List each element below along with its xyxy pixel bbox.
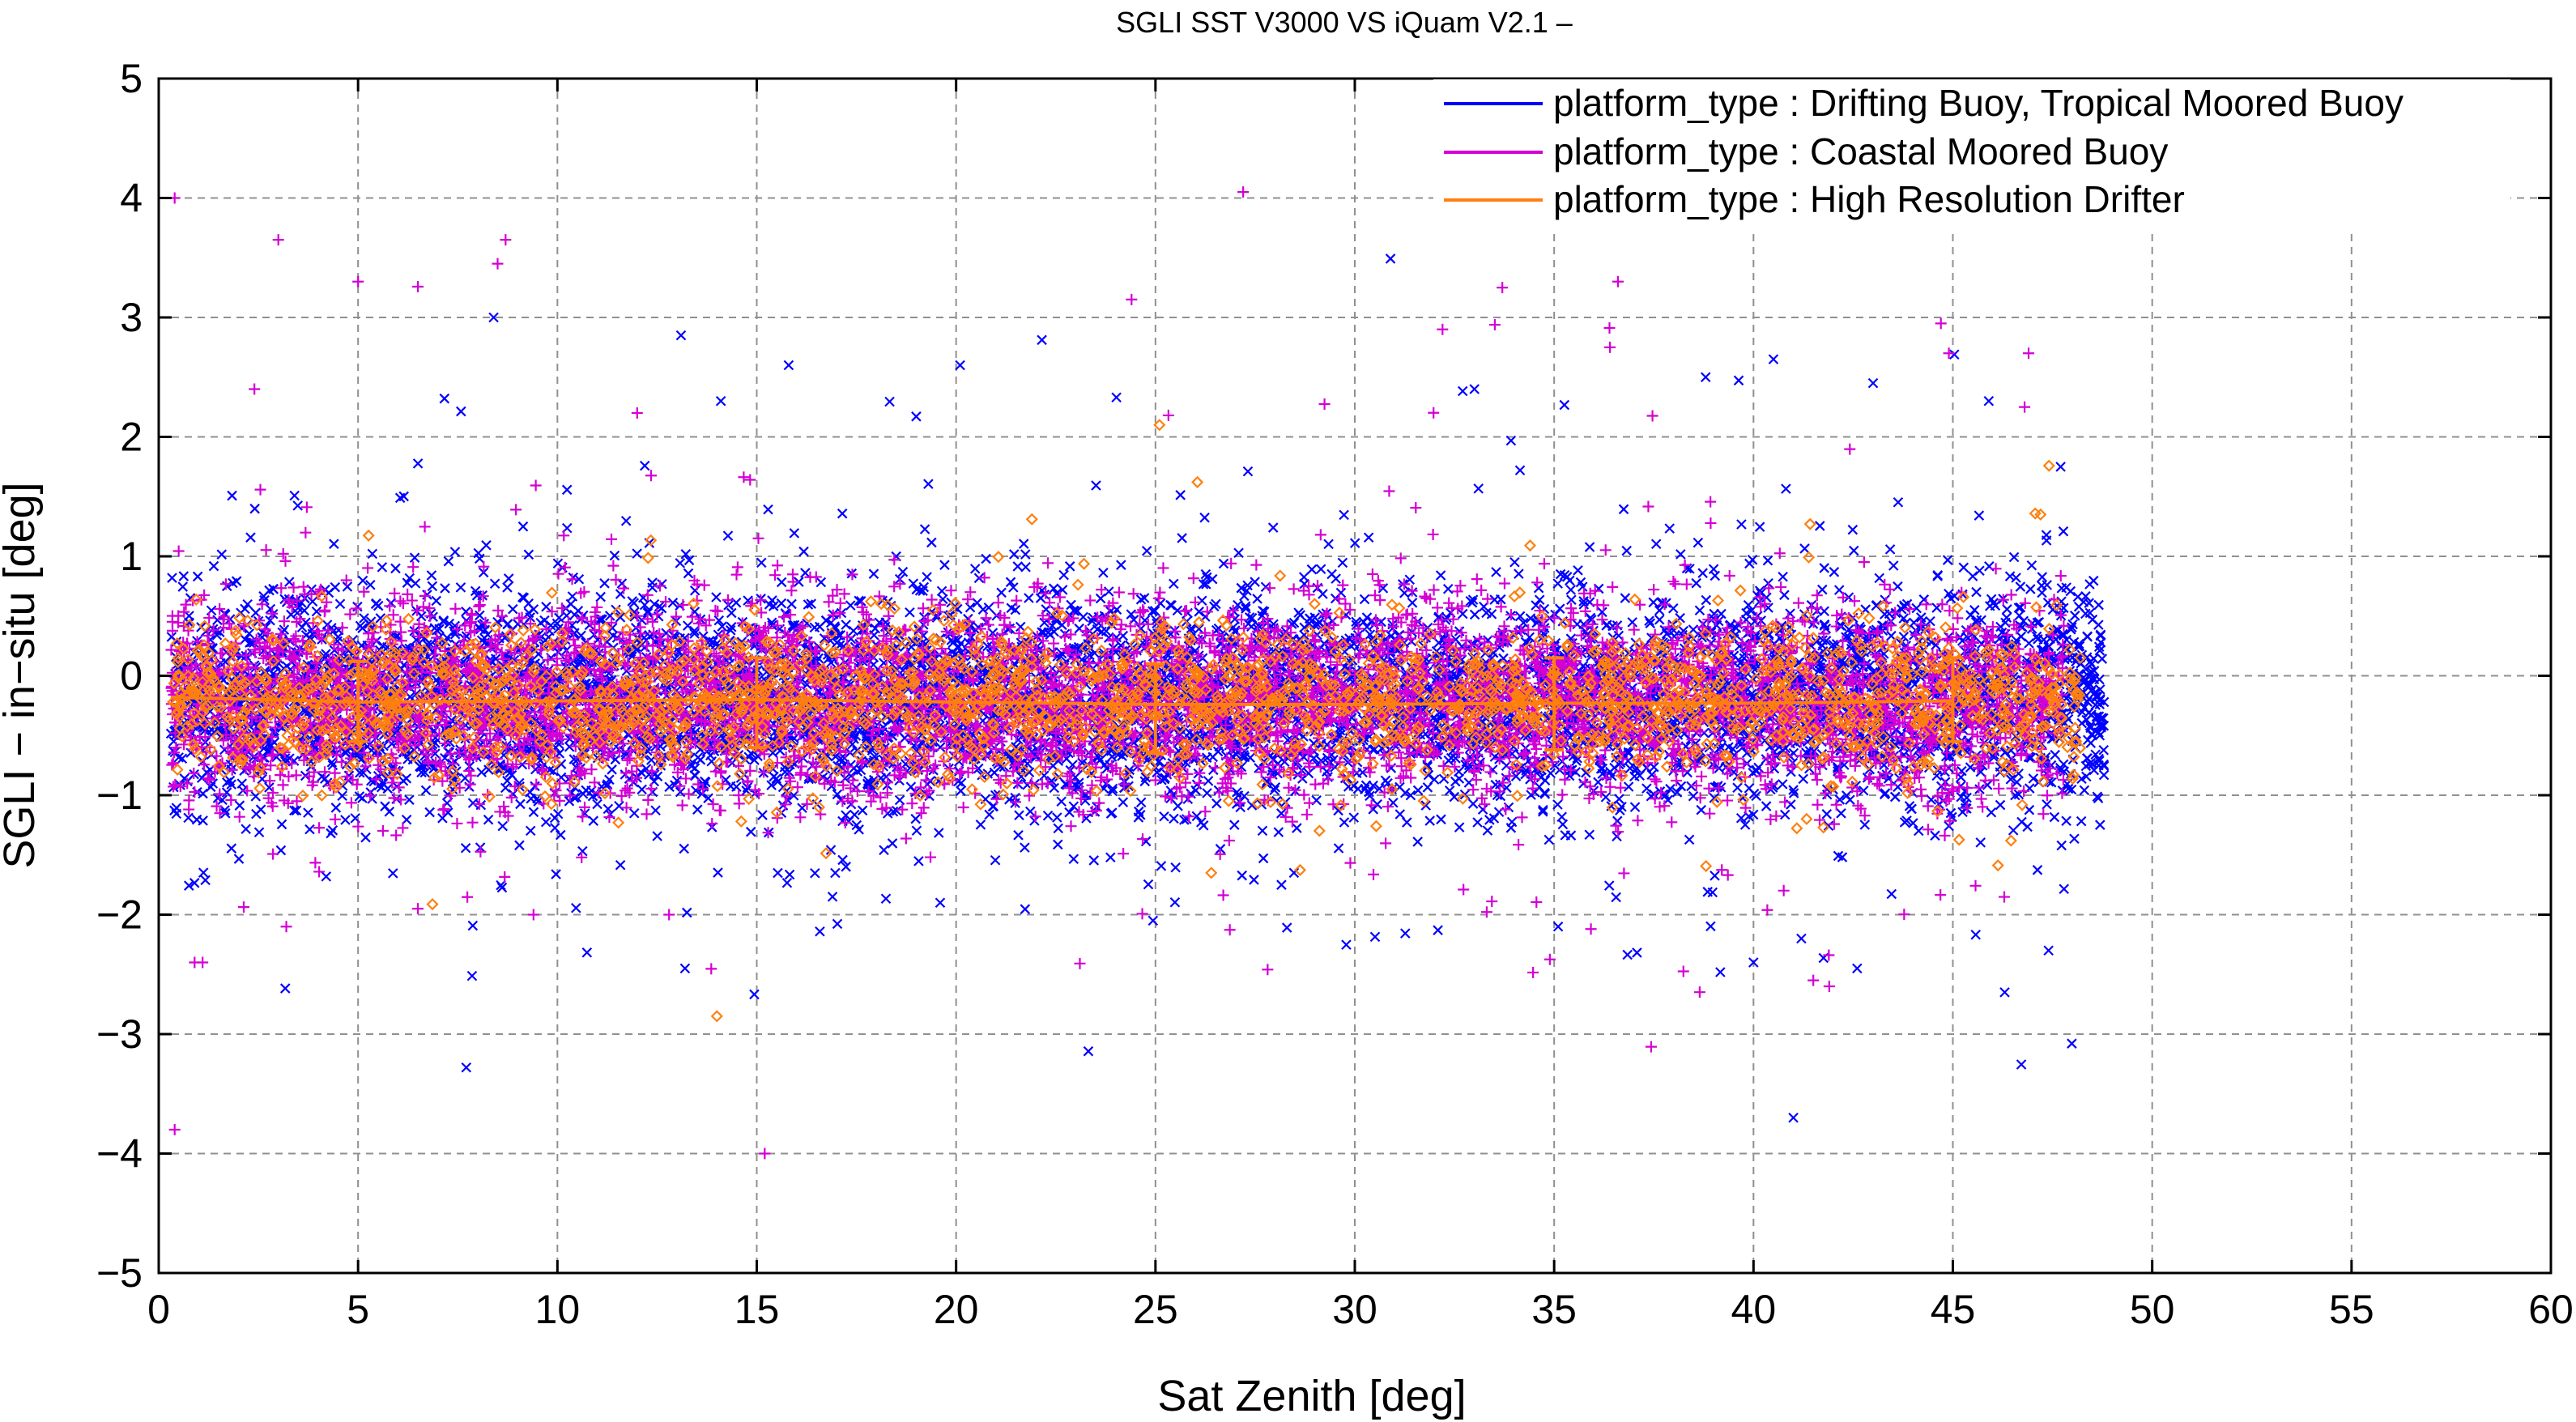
data-point [1103,586,1114,597]
data-point [424,807,435,818]
data-point [1971,586,1982,598]
data-point [892,805,902,816]
data-point [969,564,981,574]
data-point [910,813,921,824]
data-point [786,598,797,610]
data-point [832,789,843,800]
data-point [1459,789,1471,800]
data-point [1025,806,1036,817]
data-point [508,603,518,615]
data-point [1420,800,1432,811]
data-point [541,601,551,612]
data-point [2042,799,2052,810]
data-point [1624,763,1636,773]
data-point [183,812,194,824]
data-point [726,621,737,632]
data-point [797,803,807,814]
data-point [1908,818,1918,828]
data-point [556,772,567,783]
data-point [1697,568,1708,578]
data-point [1886,888,1897,900]
data-point [1736,519,1747,530]
data-point [1124,764,1135,776]
data-point [1739,820,1751,830]
data-point [475,610,485,621]
data-point [990,854,1001,866]
data-point [466,970,478,981]
data-point [1064,807,1075,818]
data-point [1014,810,1024,821]
data-point [595,591,606,602]
data-point [2098,744,2110,756]
data-point [1147,915,1159,926]
data-point [713,867,723,878]
data-point [412,458,424,469]
data-point [241,824,251,835]
data-point [773,867,783,879]
data-point [2011,573,2021,583]
data-point [1058,569,1069,581]
data-point [192,571,203,582]
data-point [1361,621,1373,632]
data-point [1859,820,1871,830]
data-point [1435,570,1446,581]
data-point [1688,790,1699,802]
data-point [1543,834,1555,845]
data-point [517,521,529,532]
chart-title: SGLI SST V3000 VS iQuam V2.1 – [1116,6,1573,39]
data-point [981,553,991,564]
data-point [1600,792,1612,803]
data-point [1198,579,1209,590]
data-point [1817,584,1828,595]
data-point [467,920,479,931]
data-point [1156,861,1167,871]
data-point [1752,611,1763,621]
data-point [549,823,560,833]
data-point [1799,543,1810,554]
data-point [1965,762,1976,773]
data-point [1743,599,1754,611]
data-point [1292,823,1302,833]
data-point [913,856,924,866]
